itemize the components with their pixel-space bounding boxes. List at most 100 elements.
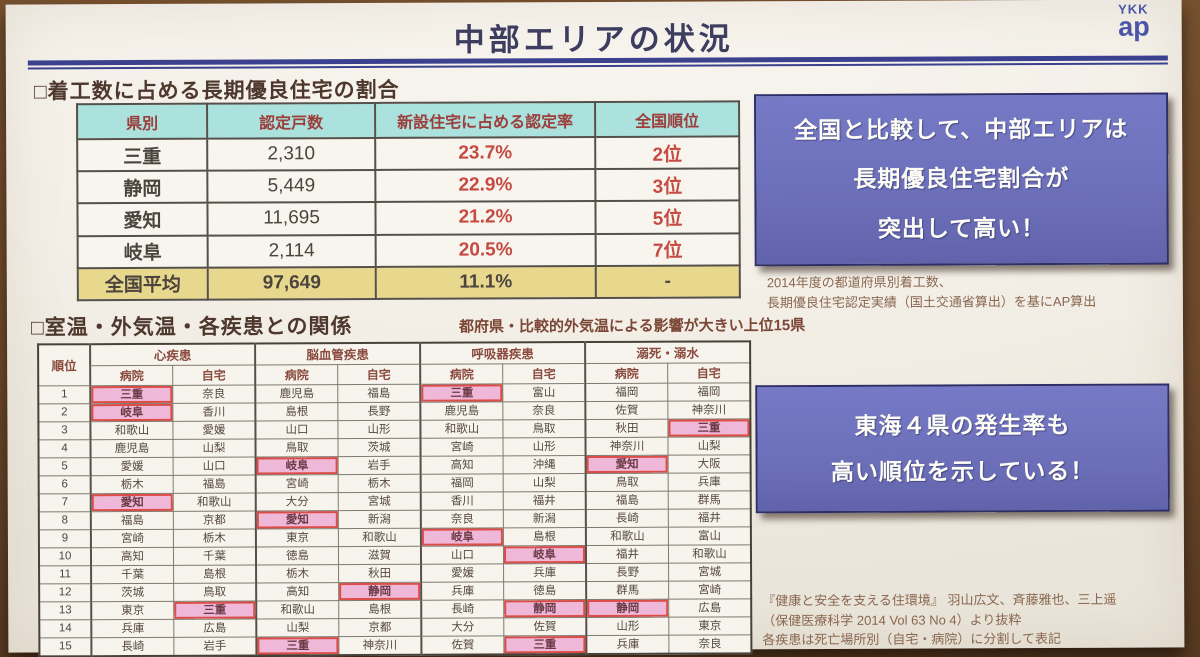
certified-table-row: 静岡 5,449 22.9% 3位	[77, 168, 740, 204]
certified-housing-table: 県別 認定戸数 新設住宅に占める認定率 全国順位 三重 2,310 23.7% 2位静…	[76, 100, 741, 302]
disease-cell: 佐賀	[585, 400, 668, 420]
certified-cell-rate: 23.7%	[375, 136, 596, 171]
disease-rank-cell: 15	[39, 637, 92, 657]
disease-cell: 鹿児島	[420, 401, 503, 420]
disease-cell: 京都	[173, 510, 256, 530]
disease-rank-cell: 4	[38, 439, 91, 458]
disease-cell: 東京	[91, 601, 174, 620]
disease-cell: 奈良	[502, 401, 586, 420]
disease-cell: 山形	[586, 617, 669, 636]
certified-cell-pref: 愛知	[77, 203, 208, 236]
disease-table-head: 順位 心疾患 脳血管疾患 呼吸器疾患 溺死・溺水 病院 自宅 病院 自宅 病院 自宅 病院 自宅	[38, 341, 751, 386]
disease-rank-cell: 11	[39, 565, 92, 584]
disease-cell: 宮崎	[668, 580, 752, 600]
disease-cell: 富山	[668, 526, 752, 545]
certified-cell-units: 2,310	[207, 137, 376, 171]
disease-subheader: 病院	[585, 362, 668, 384]
disease-rank-cell: 10	[38, 547, 92, 566]
disease-cell: 兵庫	[668, 472, 751, 491]
disease-cell: 京都	[338, 618, 422, 637]
certified-header-pref: 県別	[77, 103, 208, 140]
disease-cell: 福島	[585, 490, 669, 510]
certified-table-row: 三重 2,310 23.7% 2位	[77, 136, 740, 172]
disease-cell: 山形	[337, 419, 421, 439]
disease-cell: 長野	[337, 401, 421, 421]
disease-cell: 岩手	[338, 455, 421, 475]
disease-group-header: 脳血管疾患	[255, 342, 421, 365]
certified-cell-pref: 静岡	[77, 170, 208, 204]
disease-group-header: 溺死・溺水	[585, 341, 751, 364]
disease-cell: 福井	[668, 508, 751, 527]
disease-rank-cell: 5	[38, 457, 91, 476]
disease-cell: 鹿児島	[90, 438, 174, 458]
footnote-line: 2014年度の都道府県別着工数、	[766, 274, 952, 291]
disease-cell-highlighted: 三重	[667, 418, 751, 437]
disease-cell: 東京	[668, 616, 752, 636]
disease-cell: 茨城	[91, 583, 174, 602]
disease-cell-highlighted: 愛知	[585, 454, 669, 474]
disease-cell: 鳥取	[255, 438, 339, 457]
certified-cell-rate: 20.5%	[375, 233, 596, 267]
ykk-ap-logo: YKK ap	[1118, 2, 1150, 42]
section2-heading: □室温・外気温・各疾患との関係	[30, 315, 353, 340]
disease-rank-cell: 9	[38, 529, 91, 548]
disease-cell: 佐賀	[503, 617, 587, 636]
footnote-line: 『健康と安全を支える住環境』 羽山広文、斉藤雅也、三上遥	[762, 591, 1117, 609]
disease-cell: 福井	[586, 544, 669, 564]
callout-line: 突出して高い！	[877, 214, 1046, 242]
section2-footnote: 『健康と安全を支える住環境』 羽山広文、斉藤雅也、三上遥 （保健医療科学 201…	[762, 590, 1116, 650]
disease-cell: 広島	[173, 618, 257, 638]
disease-cell: 福島	[337, 383, 421, 403]
certified-cell-units: 11,695	[207, 202, 376, 236]
disease-cell: 愛媛	[421, 563, 504, 583]
disease-cell-highlighted: 静岡	[503, 599, 587, 618]
disease-cell: 群馬	[586, 581, 669, 600]
disease-cell: 広島	[668, 598, 752, 618]
disease-cell: 福島	[90, 511, 174, 530]
footnote-line: 長期優良住宅認定実績（国土交通省算出）を基にAP算出	[766, 293, 1097, 310]
disease-cell: 神奈川	[338, 636, 422, 656]
certified-cell-rank: 7位	[595, 232, 740, 266]
section1-footnote: 2014年度の都道府県別着工数、 長期優良住宅認定実績（国土交通省算出）を基にA…	[767, 272, 1097, 312]
disease-cell: 鹿児島	[255, 384, 338, 403]
disease-cell: 岩手	[173, 636, 257, 656]
certified-cell-pref: 全国平均	[77, 267, 208, 301]
certified-table-row: 全国平均 97,649 11.1% -	[77, 265, 740, 301]
disease-subheader: 病院	[255, 364, 338, 385]
disease-cell-highlighted: 愛知	[90, 493, 174, 512]
certified-cell-rank: -	[595, 265, 740, 298]
disease-cell: 奈良	[668, 634, 752, 654]
disease-cell: 宮城	[338, 491, 421, 511]
disease-cell-highlighted: 三重	[503, 635, 587, 655]
certified-cell-rate: 11.1%	[375, 265, 596, 299]
disease-cell: 栃木	[90, 474, 174, 494]
disease-cell-highlighted: 岐阜	[420, 527, 504, 547]
disease-cell: 島根	[255, 402, 338, 421]
disease-cell: 神奈川	[667, 400, 751, 419]
disease-cell-highlighted: 三重	[173, 600, 257, 620]
certified-cell-rank: 5位	[595, 200, 740, 234]
disease-cell: 和歌山	[90, 420, 173, 440]
certified-cell-rate: 21.2%	[375, 201, 596, 235]
disease-cell: 山形	[503, 437, 586, 456]
disease-cell: 和歌山	[173, 492, 256, 512]
footnote-line: （保健医療科学 2014 Vol 63 No 4）より抜粋	[762, 611, 1022, 628]
certified-cell-units: 5,449	[207, 170, 376, 204]
disease-rank-cell: 2	[38, 403, 91, 422]
disease-cell: 兵庫	[503, 563, 587, 582]
disease-cell: 徳島	[503, 581, 587, 600]
disease-cell-highlighted: 愛知	[255, 510, 339, 529]
certified-cell-units: 97,649	[207, 266, 376, 300]
disease-cell-highlighted: 三重	[256, 636, 339, 656]
disease-cell: 秋田	[338, 564, 422, 583]
disease-cell-highlighted: 岐阜	[90, 402, 173, 422]
disease-cell: 香川	[172, 402, 256, 421]
disease-cell: 奈良	[172, 384, 256, 403]
disease-cell-highlighted: 三重	[420, 383, 503, 402]
disease-cell: 山梨	[172, 438, 256, 457]
disease-subheader: 病院	[90, 364, 173, 386]
disease-table-body: 1 三重 奈良 鹿児島 福島 三重 富山 福岡 福岡 2 岐阜 香川 島根 長野 鹿児島 奈良 佐賀 神奈川 3 和歌…	[38, 382, 752, 657]
disease-cell: 和歌山	[668, 544, 752, 563]
disease-rank-table: 順位 心疾患 脳血管疾患 呼吸器疾患 溺死・溺水 病院 自宅 病院 自宅 病院 自宅 病院 自宅 1…	[37, 340, 753, 657]
